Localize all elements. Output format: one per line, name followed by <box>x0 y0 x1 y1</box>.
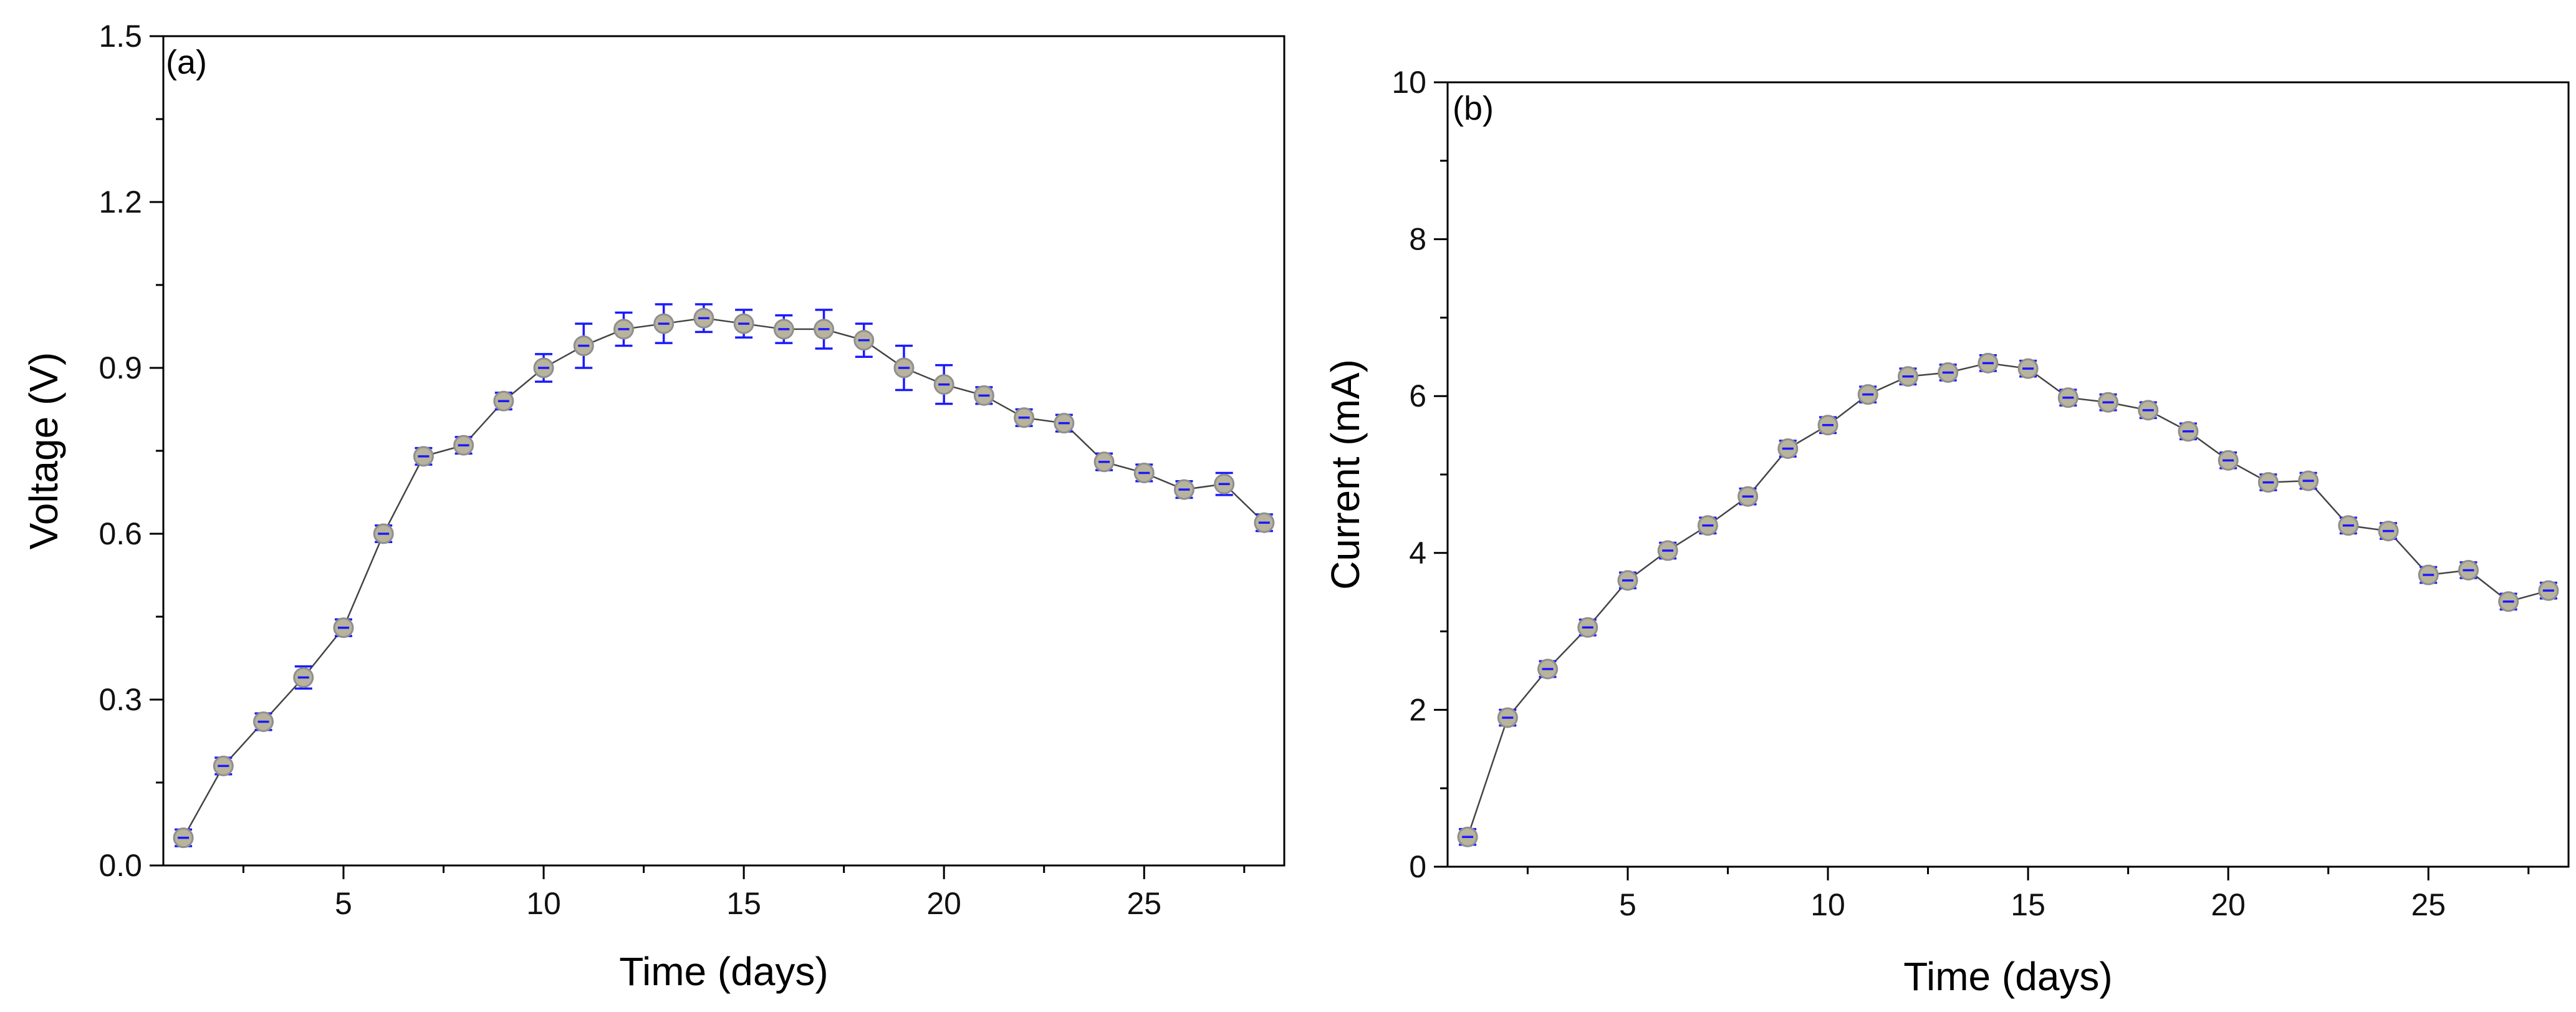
series <box>1457 352 2559 847</box>
y-tick-label: 0 <box>1409 849 1426 884</box>
axis-ticks: 5 10 15 20 25 0.0 0.3 0.6 0.9 1.2 1.5 <box>99 19 1246 921</box>
y-tick-label: 2 <box>1409 692 1426 727</box>
panel-a-voltage: 5 10 15 20 25 0.0 0.3 0.6 0.9 1.2 1.5 (a) Time (da… <box>21 19 1286 994</box>
x-tick-label: 15 <box>726 886 761 921</box>
x-tick-label: 10 <box>526 886 561 921</box>
y-tick-label: 10 <box>1391 65 1426 100</box>
x-tick-label: 20 <box>926 886 961 921</box>
y-tick-label: 6 <box>1409 378 1426 413</box>
panel-label: (a) <box>166 44 207 81</box>
y-tick-label: 4 <box>1409 536 1426 571</box>
y-axis-title: Voltage (V) <box>21 352 66 550</box>
series <box>173 303 1275 849</box>
x-tick-label: 20 <box>2211 887 2246 922</box>
x-axis-title: Time (days) <box>619 949 828 994</box>
panel-b-current: 5 10 15 20 25 0 2 4 6 8 10 (b) Time (days) Current… <box>1323 65 2570 999</box>
x-tick-label: 25 <box>1127 886 1161 921</box>
y-axis-title: Current (mA) <box>1323 359 1368 590</box>
y-tick-label: 1.5 <box>99 19 142 54</box>
x-axis-title: Time (days) <box>1903 954 2112 999</box>
axis-ticks: 5 10 15 20 25 0 2 4 6 8 10 <box>1391 65 2530 922</box>
x-tick-label: 25 <box>2411 887 2446 922</box>
y-tick-label: 0.0 <box>99 848 142 883</box>
y-tick-label: 0.9 <box>99 350 142 385</box>
y-tick-label: 0.6 <box>99 516 142 551</box>
x-tick-label: 5 <box>1619 887 1636 922</box>
plot-frame <box>1446 81 2570 868</box>
x-tick-label: 10 <box>1810 887 1845 922</box>
y-tick-label: 1.2 <box>99 185 142 219</box>
x-tick-label: 15 <box>2011 887 2045 922</box>
y-tick-label: 0.3 <box>99 682 142 717</box>
plot-frame <box>162 35 1286 867</box>
x-tick-label: 5 <box>335 886 352 921</box>
series-line <box>183 317 1265 839</box>
y-tick-label: 8 <box>1409 222 1426 257</box>
series-line <box>1466 362 2549 837</box>
panel-label: (b) <box>1453 90 1494 127</box>
